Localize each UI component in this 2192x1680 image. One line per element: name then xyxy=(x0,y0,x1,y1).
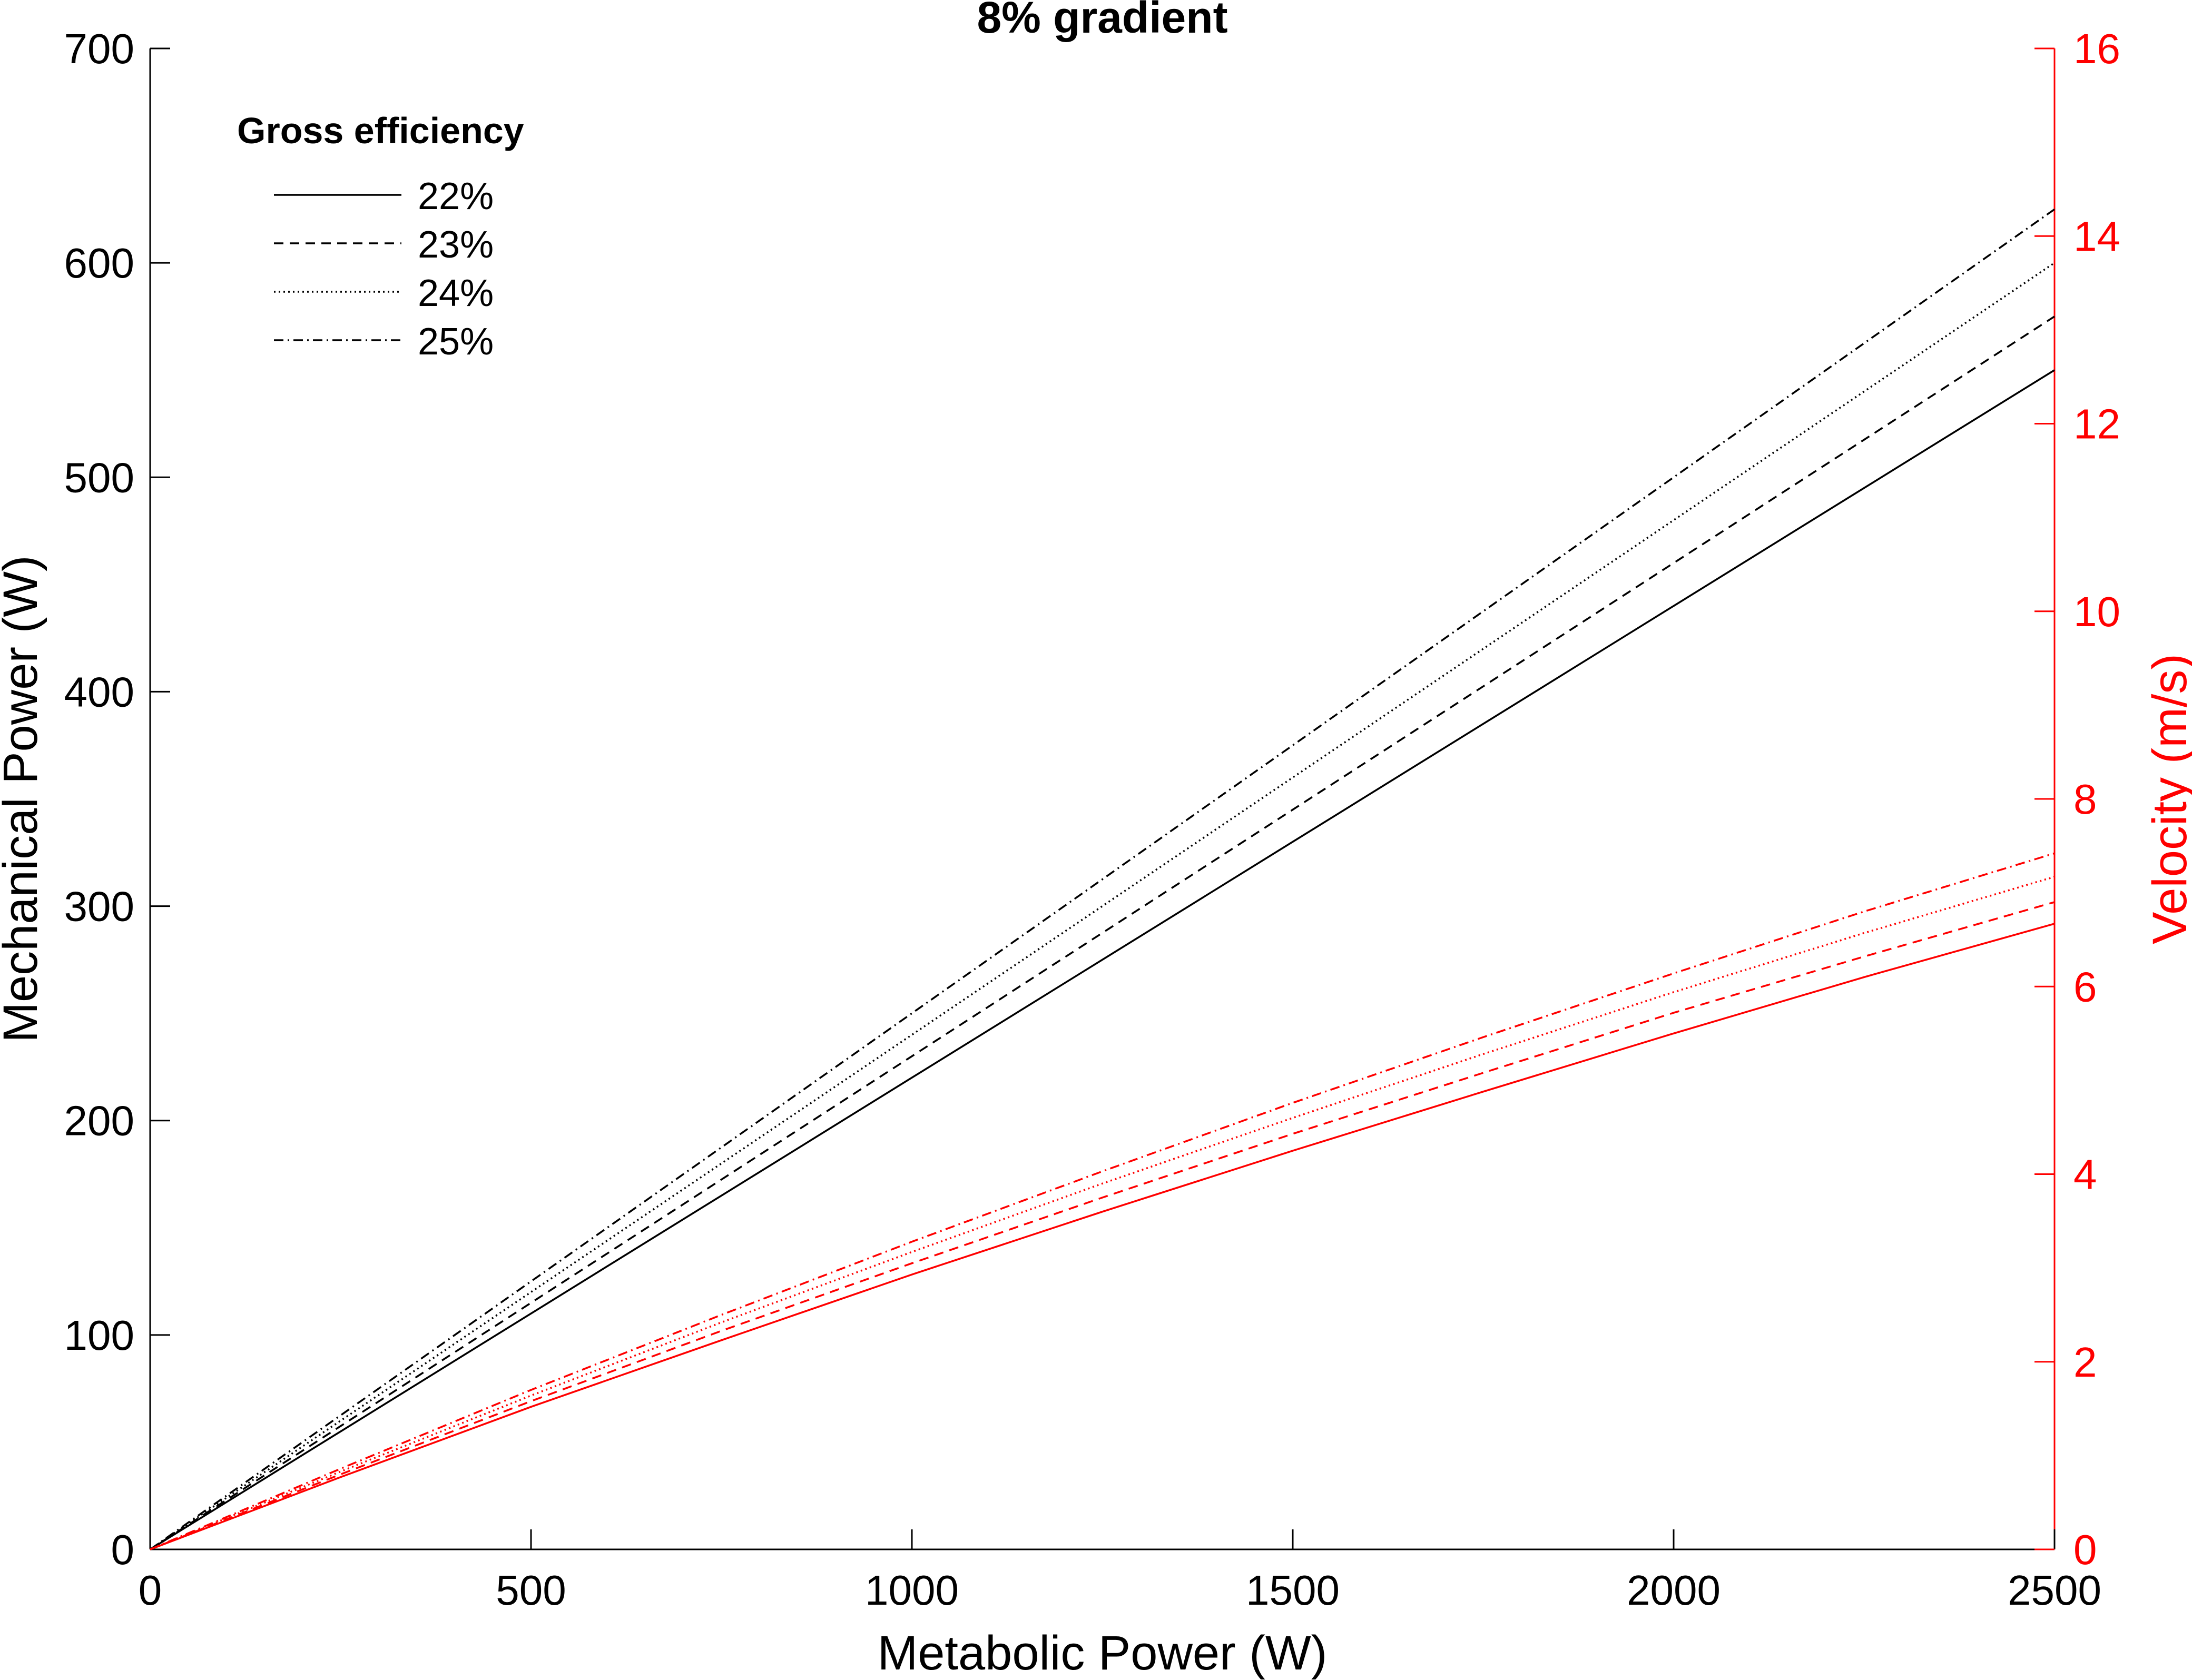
left-y-tick-label: 200 xyxy=(64,1098,134,1144)
mechanical-power-series-line-23pct xyxy=(150,315,2055,1550)
x-tick-label: 1500 xyxy=(1246,1567,1340,1614)
x-tick-label: 500 xyxy=(496,1567,566,1614)
left-y-axis-label: Mechanical Power (W) xyxy=(0,555,47,1042)
left-y-tick-label: 300 xyxy=(64,883,134,930)
right-y-axis-label: Velocity (m/s) xyxy=(2143,654,2192,944)
x-tick-label: 1000 xyxy=(865,1567,959,1614)
legend-title: Gross efficiency xyxy=(237,110,524,151)
chart-title: 8% gradient xyxy=(977,0,1227,42)
mechanical-power-series-line-22pct xyxy=(150,369,2055,1550)
legend-entry-label: 22% xyxy=(418,175,494,218)
right-y-tick-label: 2 xyxy=(2073,1339,2097,1386)
velocity-series-line-23pct xyxy=(150,901,2055,1550)
mechanical-power-series-line-24pct xyxy=(150,262,2055,1550)
x-tick-label: 0 xyxy=(139,1567,162,1614)
left-y-tick-label: 0 xyxy=(111,1526,135,1573)
mechanical-power-series-line-25pct xyxy=(149,208,2056,1550)
right-y-tick-label: 16 xyxy=(2073,25,2120,72)
right-y-tick-label: 14 xyxy=(2073,213,2120,260)
right-y-tick-label: 10 xyxy=(2073,588,2120,635)
right-y-tick-label: 12 xyxy=(2073,401,2120,448)
right-y-tick-label: 4 xyxy=(2073,1151,2097,1198)
right-y-tick-label: 6 xyxy=(2073,963,2097,1010)
x-axis-label: Metabolic Power (W) xyxy=(878,1626,1328,1680)
velocity-series-line-25pct xyxy=(150,852,2055,1550)
right-y-tick-label: 0 xyxy=(2073,1526,2097,1573)
legend-entry-label: 24% xyxy=(418,272,494,314)
x-tick-label: 2000 xyxy=(1627,1567,1721,1614)
left-y-tick-label: 700 xyxy=(64,25,134,72)
velocity-series-line-24pct xyxy=(150,876,2055,1550)
left-y-tick-label: 100 xyxy=(64,1312,134,1359)
legend-entry-label: 25% xyxy=(418,321,494,363)
velocity-series-line-22pct xyxy=(150,923,2055,1550)
legend-entry-label: 23% xyxy=(418,224,494,266)
left-y-tick-label: 400 xyxy=(64,668,134,715)
right-y-tick-label: 8 xyxy=(2073,776,2097,823)
x-tick-label: 2500 xyxy=(2008,1567,2101,1614)
left-y-tick-label: 500 xyxy=(64,454,134,501)
left-y-tick-label: 600 xyxy=(64,240,134,286)
